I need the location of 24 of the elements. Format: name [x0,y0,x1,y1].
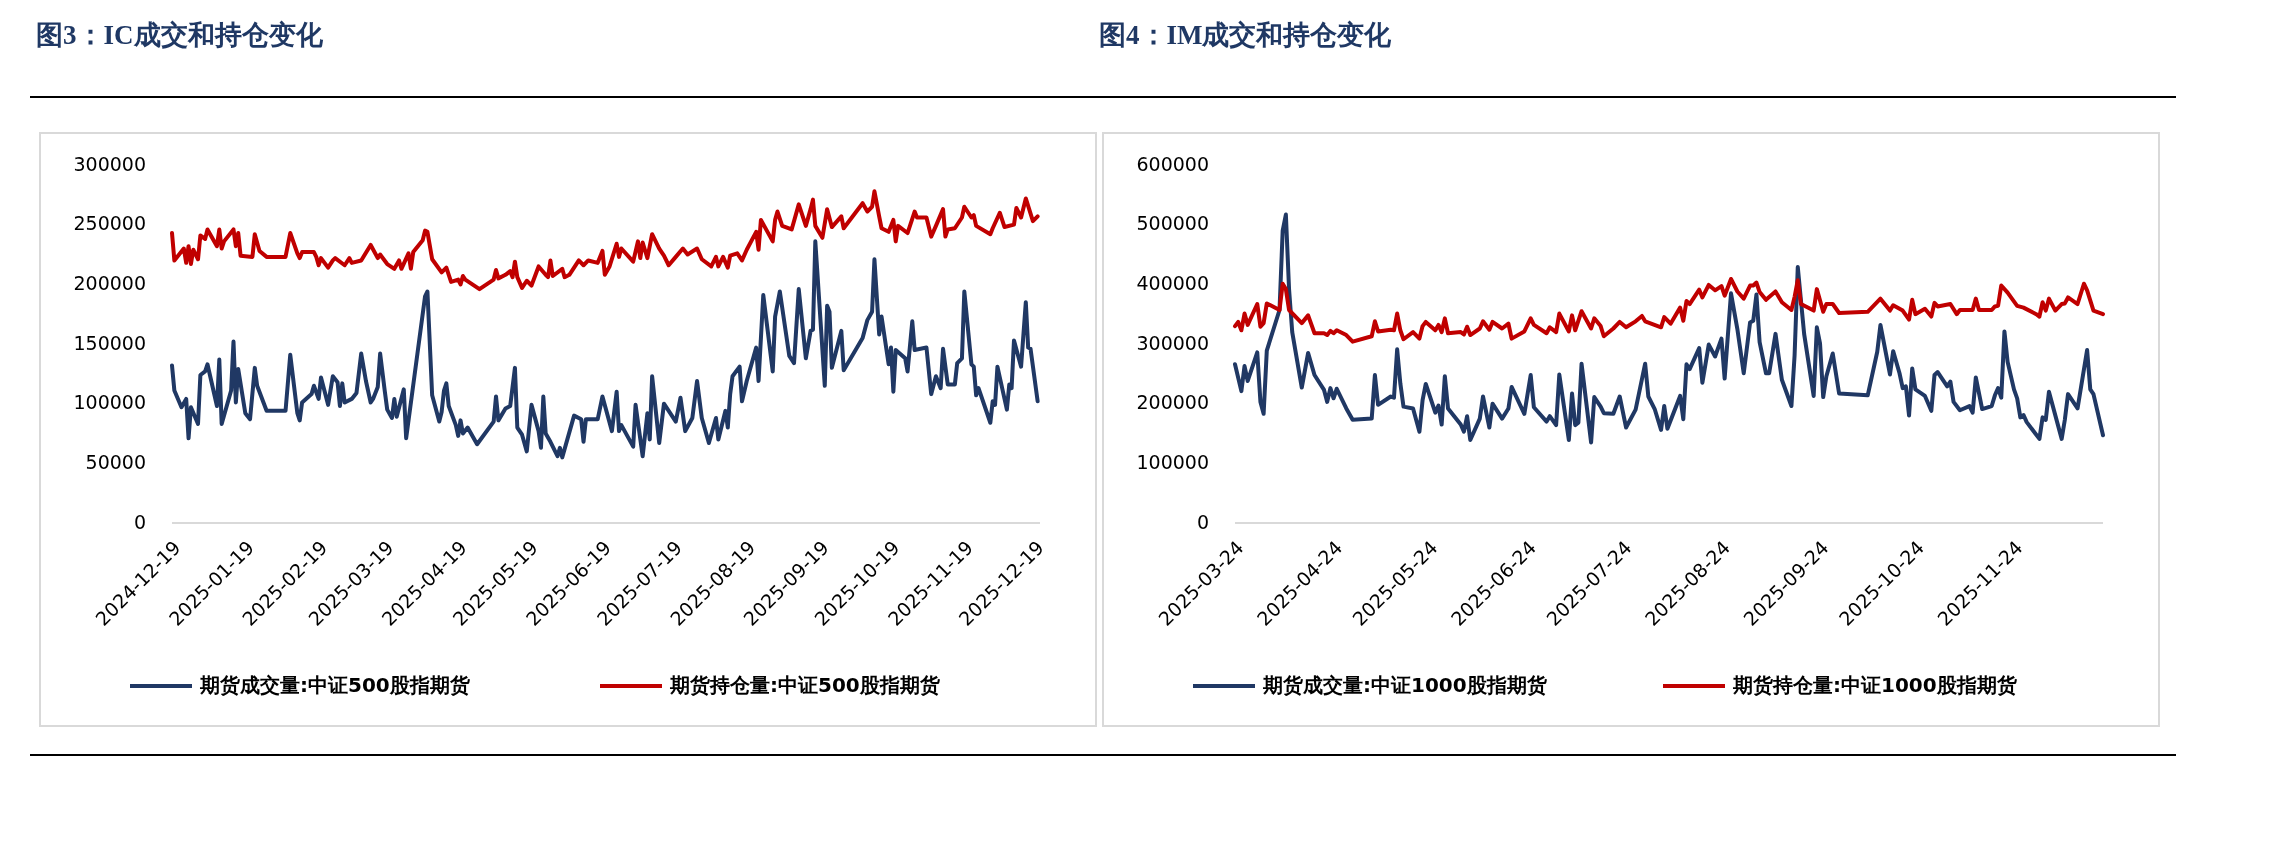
y-tick-label: 500000 [1136,212,1209,235]
line-series [170,189,1040,292]
chart-title: 图3：IC成交和持仓变化 [36,20,324,51]
y-tick-label: 200000 [73,271,146,294]
y-tick-label: 300000 [1136,331,1209,354]
legend-label: 期货持仓量:中证500股指期货 [669,672,940,697]
y-tick-label: 0 [1196,510,1209,533]
y-tick-label: 200000 [1136,391,1209,414]
y-tick-label: 100000 [73,391,146,414]
chart-title: 图4：IM成交和持仓变化 [1099,20,1393,51]
line-series [170,239,1040,460]
y-tick-label: 400000 [1136,271,1209,294]
y-tick-label: 0 [133,510,146,533]
legend-label: 期货成交量:中证500股指期货 [199,672,470,697]
y-tick-label: 50000 [85,450,146,473]
legend-label: 期货持仓量:中证1000股指期货 [1732,672,2017,697]
line-series [1233,212,2105,445]
y-tick-label: 100000 [1136,450,1209,473]
y-tick-label: 600000 [1136,152,1209,175]
legend-label: 期货成交量:中证1000股指期货 [1262,672,1547,697]
y-tick-label: 300000 [73,152,146,175]
line-series [1233,276,2105,344]
y-tick-label: 150000 [73,331,146,354]
y-tick-label: 250000 [73,212,146,235]
